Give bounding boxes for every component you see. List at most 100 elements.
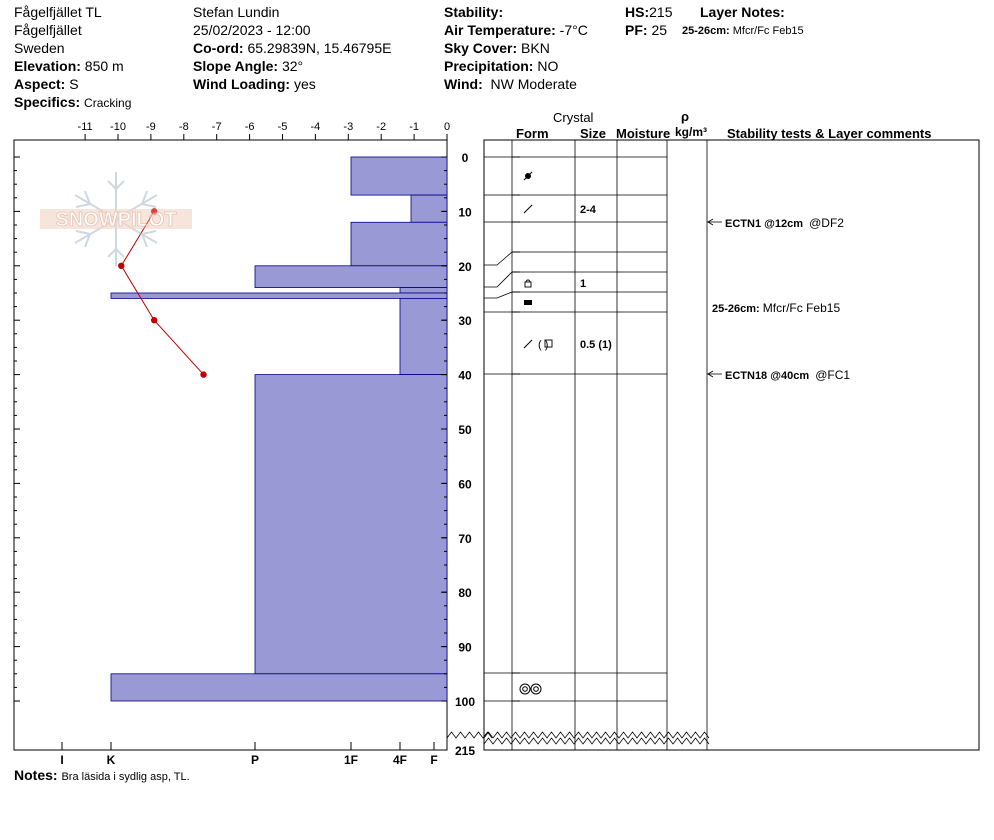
layer-connector (484, 271, 513, 288)
layer-connector (484, 291, 513, 299)
specifics: Specifics: Cracking (14, 93, 131, 112)
temperature-axis: -11 -10 -9 -8 -7 -6 -5 -4 -3 -2 -1 0 (78, 121, 450, 140)
grain-form-symbols: ( ) (519, 171, 553, 695)
country: Sweden (14, 40, 65, 56)
specifics-value: Cracking (84, 96, 132, 110)
coord-label: Co-ord: (193, 40, 244, 56)
test-result: ECTN18 @40cm (725, 370, 810, 382)
stability-test: ECTN1 @12cm @DF2 (725, 214, 844, 233)
air-temp-label: Air Temperature: (444, 22, 556, 38)
depth-tick-label: 10 (458, 205, 472, 219)
svg-text:SNOWPILOT: SNOWPILOT (55, 209, 176, 231)
pf-value: 25 (651, 22, 668, 38)
layer-comment: 25-26cm: Mfcr/Fc Feb15 (712, 299, 840, 318)
observation-datetime: 25/02/2023 - 12:00 (193, 22, 311, 38)
temp-point (200, 371, 207, 378)
grain-symbol-crust-icon (524, 300, 532, 305)
specifics-label: Specifics: (14, 94, 81, 110)
aspect-label: Aspect: (14, 76, 66, 92)
temperature-profile (118, 208, 207, 378)
hardness-tick-label: F (430, 753, 437, 767)
layer-comment-depth: 25-26cm: (712, 303, 760, 315)
precipitation: Precipitation: NO (444, 57, 558, 75)
temp-tick-label: 0 (444, 121, 450, 133)
hardness-bar (399, 298, 448, 376)
layer-table-grid (446, 140, 722, 750)
snowpilot-logo: SNOWPILOT (40, 172, 192, 266)
temp-tick-label: -9 (146, 121, 156, 133)
test-result: ECTN1 @12cm (725, 218, 803, 230)
left-minor-ticks (14, 156, 447, 702)
temp-tick-label: -8 (179, 121, 189, 133)
aspect: Aspect: S (14, 75, 79, 93)
header-comments: Stability tests & Layer comments (727, 126, 932, 141)
temp-tick-label: -6 (245, 121, 255, 133)
hs-value: 215 (649, 4, 673, 20)
slope-angle: Slope Angle: 32° (193, 57, 303, 75)
air-temp-value: -7°C (559, 22, 588, 38)
pf-label: PF: (625, 22, 648, 38)
coordinates: Co-ord: 65.29839N, 15.46795E (193, 39, 391, 57)
pf: PF: 25 (625, 21, 667, 39)
size-cell: 1 (580, 278, 587, 290)
header-rho: ρ (681, 109, 690, 124)
break-line (483, 737, 710, 745)
layer-note-depth: 25-26cm: (682, 25, 730, 37)
hardness-bar (110, 673, 448, 702)
hardness-tick-label: 4F (393, 753, 407, 767)
hardness-tick-label: I (60, 753, 63, 767)
header-density-unit: kg/m³ (675, 125, 708, 139)
grain-symbol-faceted-icon (525, 279, 531, 283)
sublocation-name: Fågelfjället (14, 22, 82, 38)
stability-test: ECTN18 @40cm @FC1 (725, 366, 850, 385)
elevation-value: 850 m (84, 58, 124, 74)
grain-symbol-decomposing-icon (523, 204, 533, 214)
stability: Stability: (444, 3, 503, 21)
precip-label: Precipitation: (444, 58, 534, 74)
temp-point (118, 262, 125, 269)
observer-name: Stefan Lundin (193, 4, 280, 20)
hs: HS:215 (625, 3, 672, 21)
elevation-label: Elevation: (14, 58, 81, 74)
hs-label: HS: (625, 4, 650, 20)
precip-value: NO (537, 58, 559, 74)
slope-label: Slope Angle: (193, 58, 279, 74)
grain-symbol-faceted-icon: ( ) (538, 339, 548, 351)
wind: Wind: NW Moderate (444, 75, 577, 93)
notes-label: Notes: (14, 767, 58, 783)
wind-loading-value: yes (293, 76, 316, 92)
depth-tick-label: 0 (462, 151, 469, 165)
depth-tick-label: 40 (458, 369, 472, 383)
layer-note-text: Mfcr/Fc Feb15 (732, 25, 804, 37)
grain-symbol-melt-icon (533, 686, 539, 692)
wind-loading-label: Wind Loading: (193, 76, 291, 92)
temp-tick-label: -7 (212, 121, 222, 133)
break-line (446, 731, 493, 739)
depth-tick-label: 215 (455, 744, 475, 758)
header-form: Form (516, 126, 549, 141)
size-cell: 2-4 (580, 204, 596, 216)
depth-tick-label: 70 (458, 532, 472, 546)
hardness-bar (350, 221, 448, 267)
hardness-bars (110, 156, 448, 702)
layer-notes-label: Layer Notes: (700, 4, 785, 20)
layer-table-frame (483, 139, 980, 751)
coord-value: 65.29839N, 15.46795E (247, 40, 392, 56)
slope-value: 32° (281, 58, 304, 74)
wind-value: NW Moderate (490, 76, 577, 92)
test-fracture: @DF2 (809, 216, 844, 230)
grain-symbol-melt-icon (530, 683, 542, 695)
grain-symbol-melt-icon (522, 686, 528, 692)
hardness-bar (110, 292, 448, 299)
temp-profile-line (120, 211, 204, 375)
hardness-bar (254, 374, 448, 675)
hardness-bar (410, 194, 448, 223)
header-crystal: Crystal (553, 110, 594, 125)
hardness-tick-label: 1F (344, 753, 358, 767)
hardness-tick-label: P (251, 753, 259, 767)
notes: Notes: Bra läsida i sydlig asp, TL. (14, 766, 190, 786)
temp-tick-label: -11 (78, 121, 93, 133)
elevation: Elevation: 850 m (14, 57, 124, 75)
grain-symbol-melt-icon (519, 683, 531, 695)
